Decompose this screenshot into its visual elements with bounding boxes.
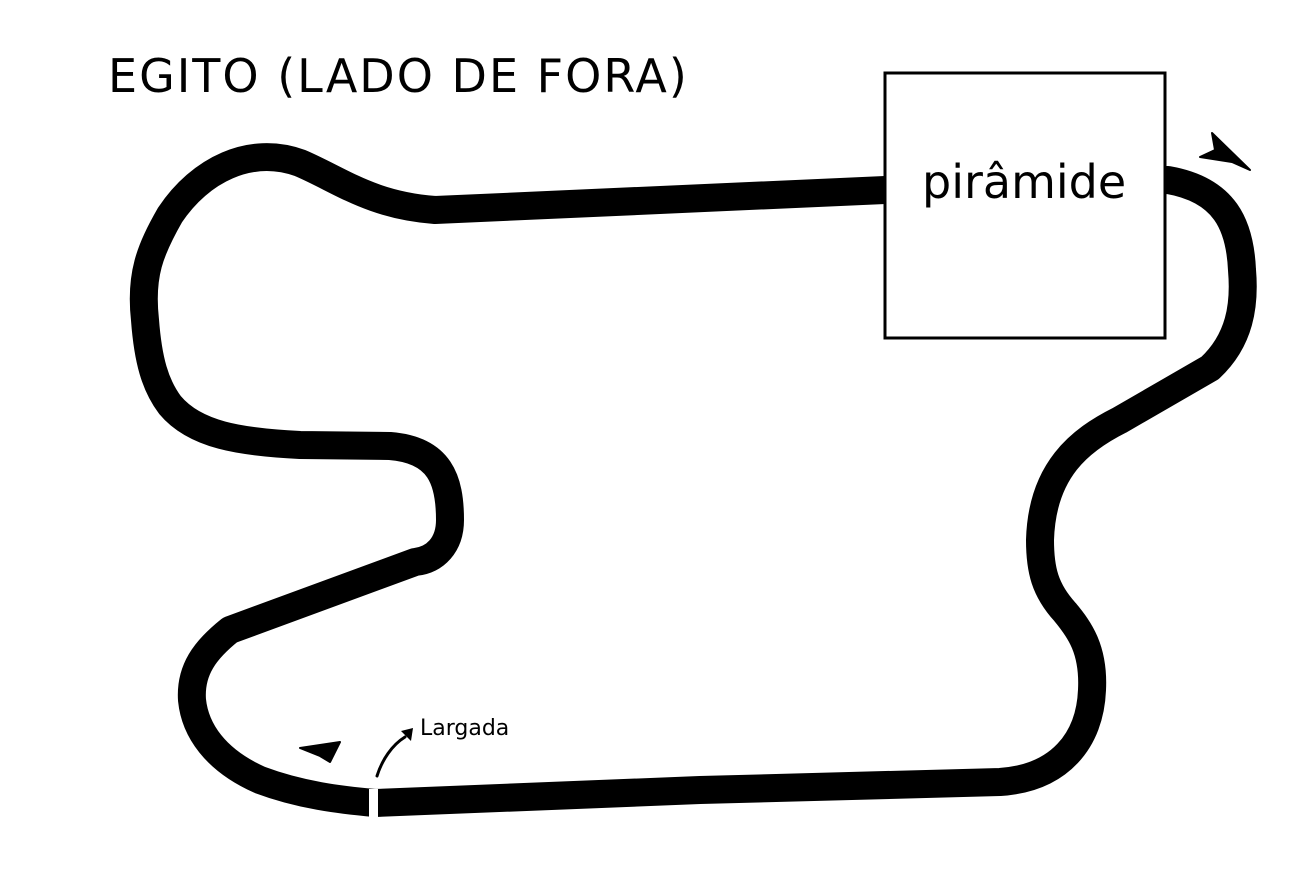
pyramid-label: pirâmide	[922, 155, 1126, 209]
start-line	[369, 789, 378, 817]
diagram-title: EGITO (LADO DE FORA)	[108, 49, 689, 103]
pyramid-box	[883, 71, 1167, 340]
race-track	[129, 143, 1257, 817]
start-pointer-icon	[375, 728, 413, 778]
direction-arrow-icon	[1199, 132, 1251, 171]
start-label: Largada	[420, 716, 509, 741]
direction-arrow-icon	[299, 741, 341, 763]
